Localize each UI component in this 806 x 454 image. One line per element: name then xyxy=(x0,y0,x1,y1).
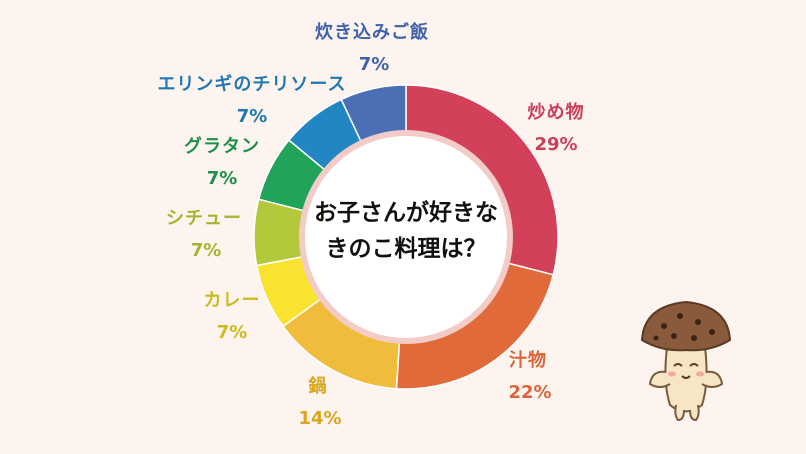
slice-value-label: 7% xyxy=(359,54,390,75)
slice-category-label: 鍋 xyxy=(309,375,328,397)
slice-value-label: 29% xyxy=(534,134,577,155)
slice-category-label: 炊き込みご飯 xyxy=(315,21,429,43)
slice-category-label: 炒め物 xyxy=(528,101,585,123)
slice-value-label: 7% xyxy=(191,240,222,261)
chart-title-line-1: お子さんが好きな xyxy=(314,200,498,226)
slice-category-label: カレー xyxy=(204,290,261,311)
slice-category-label: シチュー xyxy=(166,208,242,229)
slice-value-label: 7% xyxy=(237,106,268,127)
chart-labels: 炒め物 29% 汁物 22% 鍋 14% カレー 7% シチュー 7% グラタン 7% エリンギのチリソ… xyxy=(157,21,585,429)
slice-category-label: エリンギのチリソース xyxy=(157,74,346,95)
slice-category-label: 汁物 xyxy=(509,349,547,371)
slice-category-label: グラタン xyxy=(184,135,260,157)
slice-value-label: 14% xyxy=(298,408,341,429)
slice-value-label: 7% xyxy=(207,168,238,189)
chart-title-line-2: きのこ料理は？ xyxy=(325,236,487,262)
slice-value-label: 7% xyxy=(217,322,248,343)
chart-slices xyxy=(253,84,559,390)
chart-title: お子さんが好きな きのこ料理は？ xyxy=(296,195,516,267)
mushroom-character-icon xyxy=(640,300,732,422)
donut-center xyxy=(299,130,513,344)
slice-value-label: 22% xyxy=(508,382,551,403)
